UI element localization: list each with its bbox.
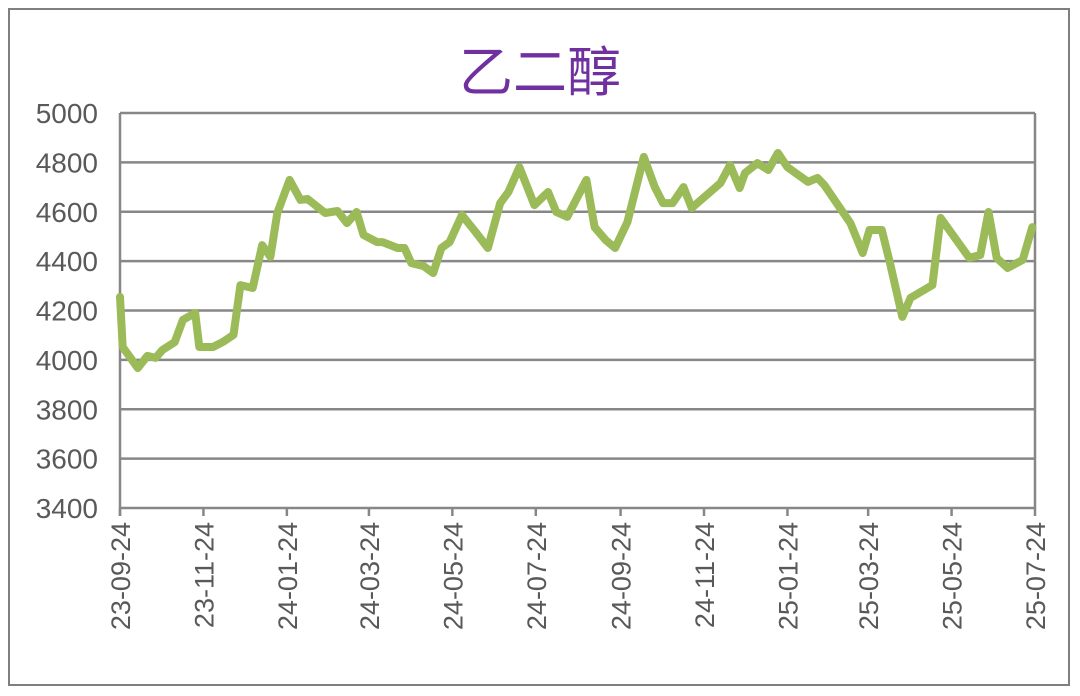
y-tick-label: 4400 xyxy=(36,246,98,277)
y-tick-label: 5000 xyxy=(36,98,98,129)
y-tick-label: 4600 xyxy=(36,197,98,228)
y-tick-label: 3600 xyxy=(36,444,98,475)
y-tick-label: 4800 xyxy=(36,147,98,178)
x-tick-label: 24-09-24 xyxy=(607,522,637,630)
x-tick-label: 24-11-24 xyxy=(690,522,720,628)
x-tick-label: 23-11-24 xyxy=(189,522,219,628)
y-tick-label: 4200 xyxy=(36,296,98,327)
y-tick-label: 4000 xyxy=(36,345,98,376)
chart-title: 乙二醇 xyxy=(459,41,621,104)
chart-frame xyxy=(8,8,1070,686)
x-tick-label: 23-09-24 xyxy=(106,522,136,630)
x-tick-label: 24-07-24 xyxy=(522,522,552,630)
y-tick-label: 3800 xyxy=(36,394,98,425)
x-tick-label: 25-01-24 xyxy=(773,522,803,630)
x-tick-label: 25-03-24 xyxy=(854,522,884,630)
x-tick-label: 25-07-24 xyxy=(1021,522,1051,630)
x-tick-label: 25-05-24 xyxy=(938,522,968,630)
x-tick-label: 24-03-24 xyxy=(355,522,385,630)
x-tick-label: 24-05-24 xyxy=(438,522,468,630)
y-tick-label: 3400 xyxy=(36,493,98,524)
x-tick-label: 24-01-24 xyxy=(273,522,303,630)
